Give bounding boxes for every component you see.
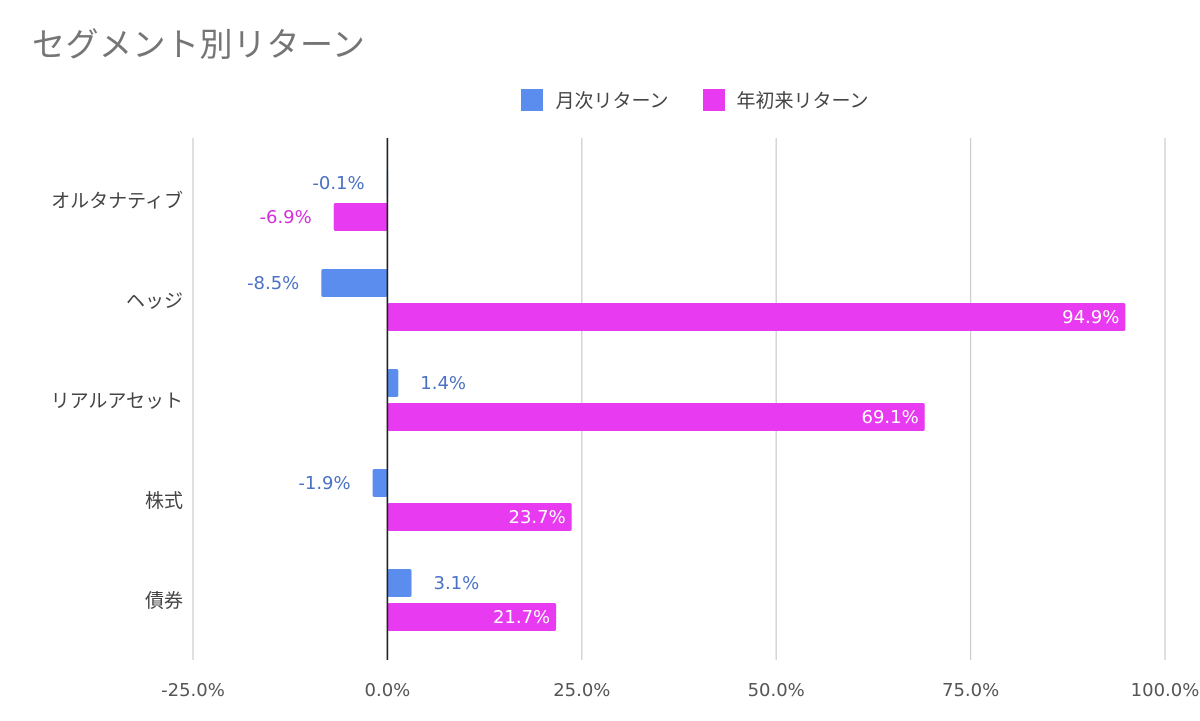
bar <box>333 203 388 231</box>
chart-legend: 月次リターン 年初来リターン <box>0 86 1200 113</box>
category-label: ヘッジ <box>126 290 183 312</box>
legend-swatch-monthly <box>521 88 544 111</box>
legend-item-monthly[interactable]: 月次リターン <box>331 86 669 113</box>
chart-title: セグメント別リターン <box>32 25 366 64</box>
x-tick-label: 100.0% <box>1131 680 1200 701</box>
legend-label-ytd: 年初来リターン <box>736 90 869 112</box>
data-label: -1.9% <box>298 473 350 494</box>
data-label: 69.1% <box>862 407 919 428</box>
bar <box>387 369 399 397</box>
legend-item-ytd[interactable]: 年初来リターン <box>702 86 869 113</box>
data-label: 94.9% <box>1062 307 1119 328</box>
data-label: -6.9% <box>260 207 312 228</box>
legend-swatch-ytd <box>702 88 725 111</box>
category-label: オルタナティブ <box>51 189 183 212</box>
category-label: 株式 <box>145 490 183 512</box>
legend-label-monthly: 月次リターン <box>555 90 669 112</box>
bar <box>372 469 388 497</box>
bar <box>387 503 572 531</box>
data-label: 1.4% <box>420 373 466 394</box>
category-label: 債券 <box>145 590 183 612</box>
x-tick-label: 25.0% <box>553 680 610 701</box>
bar <box>387 603 557 631</box>
bar <box>321 269 388 297</box>
x-tick-label: 50.0% <box>748 680 805 701</box>
category-label: リアルアセット <box>51 390 183 412</box>
x-tick-label: 0.0% <box>365 680 411 701</box>
x-tick-label: 75.0% <box>942 680 999 701</box>
data-label: 3.1% <box>434 573 480 594</box>
data-label: -8.5% <box>247 273 299 294</box>
data-label: 21.7% <box>493 607 550 628</box>
x-tick-label: -25.0% <box>161 680 225 701</box>
data-label: 23.7% <box>509 507 566 528</box>
bar <box>387 569 412 597</box>
data-label: -0.1% <box>312 173 364 194</box>
bar <box>387 303 1126 331</box>
bar <box>387 403 925 431</box>
